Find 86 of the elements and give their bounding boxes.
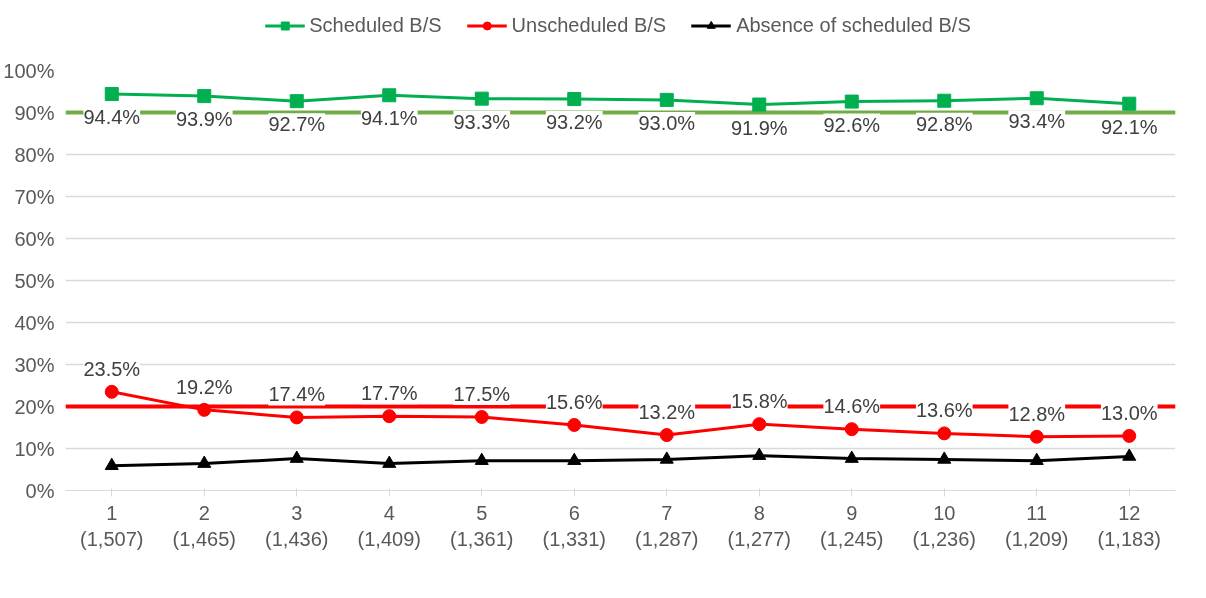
legend-label: Absence of scheduled B/S [736, 13, 971, 37]
x-tick-label: 12 (1,183) [1097, 501, 1161, 550]
data-label: 13.2% [638, 401, 696, 424]
data-label: 92.1% [1100, 115, 1158, 138]
x-tick-label: 8 (1,277) [727, 501, 791, 550]
point [1122, 428, 1137, 443]
data-label: 93.9% [175, 108, 233, 131]
point [1029, 452, 1044, 465]
data-label: 94.4% [83, 106, 141, 129]
y-tick-label: 40% [14, 311, 55, 334]
y-tick-label: 60% [14, 227, 55, 250]
point [104, 87, 119, 102]
data-label: 92.6% [823, 113, 881, 136]
x-tick-label: 3 (1,436) [265, 501, 329, 550]
point [752, 447, 767, 460]
data-label: 93.4% [1008, 110, 1066, 133]
x-tick-label: 9 (1,245) [820, 501, 884, 550]
legend-label: Unscheduled B/S [511, 13, 667, 37]
point [289, 410, 304, 425]
point [104, 457, 119, 470]
y-tick-label: 10% [14, 437, 55, 460]
data-label: 17.7% [360, 382, 418, 405]
point [382, 455, 397, 468]
legend-label: Scheduled B/S [309, 13, 442, 37]
point [1122, 448, 1137, 461]
point [752, 97, 767, 112]
data-label: 93.0% [638, 111, 696, 134]
x-tick-label: 7 (1,287) [635, 501, 699, 550]
data-label: 93.2% [545, 111, 603, 134]
point [197, 89, 212, 104]
data-label: 92.7% [268, 113, 326, 136]
data-label: 23.5% [83, 357, 141, 380]
point [937, 426, 952, 441]
data-label: 14.6% [823, 395, 881, 418]
data-label: 94.1% [360, 107, 418, 130]
point [659, 451, 674, 464]
y-tick-label: 20% [14, 395, 55, 418]
point [474, 452, 489, 465]
point [659, 92, 674, 107]
point [474, 91, 489, 106]
data-label: 12.8% [1008, 402, 1066, 425]
y-tick-label: 0% [25, 479, 55, 502]
point [567, 417, 582, 432]
point [197, 455, 212, 468]
point [104, 384, 119, 399]
point [197, 402, 212, 417]
x-tick-label: 1 (1,507) [80, 501, 144, 550]
x-tick-label: 11 (1,209) [1005, 501, 1069, 550]
x-tick-label: 4 (1,409) [357, 501, 421, 550]
point [474, 410, 489, 424]
point [937, 451, 952, 464]
x-tick-label: 2 (1,465) [172, 501, 236, 550]
data-label: 13.6% [915, 399, 973, 422]
point [1122, 96, 1137, 111]
point [752, 417, 767, 432]
data-label: 91.9% [730, 116, 788, 139]
data-label: 13.0% [1100, 401, 1158, 424]
point [844, 450, 859, 463]
point [844, 94, 859, 109]
point [1029, 91, 1044, 106]
x-tick-label: 6 (1,331) [542, 501, 606, 550]
point [382, 88, 397, 103]
x-tick-label: 5 (1,361) [450, 501, 514, 550]
data-label: 15.6% [545, 390, 603, 413]
point [382, 409, 397, 424]
point [1029, 429, 1044, 444]
point [289, 450, 304, 463]
point [289, 94, 304, 109]
x-tick-label: 10 (1,236) [912, 501, 976, 550]
data-label: 93.3% [453, 110, 511, 133]
point [937, 93, 952, 108]
data-label: 17.5% [453, 383, 511, 405]
y-tick-label: 80% [14, 143, 55, 166]
y-tick-label: 100% [3, 59, 55, 82]
point [659, 428, 674, 443]
data-label: 92.8% [915, 112, 973, 135]
point [567, 452, 582, 465]
data-label: 19.2% [175, 375, 233, 398]
data-label: 17.4% [268, 383, 326, 406]
y-tick-label: 50% [14, 269, 55, 292]
data-label: 15.8% [730, 390, 788, 413]
point [567, 92, 582, 107]
y-tick-label: 70% [14, 185, 55, 208]
y-tick-label: 90% [14, 101, 55, 124]
point [844, 422, 859, 437]
y-tick-label: 30% [14, 353, 55, 376]
